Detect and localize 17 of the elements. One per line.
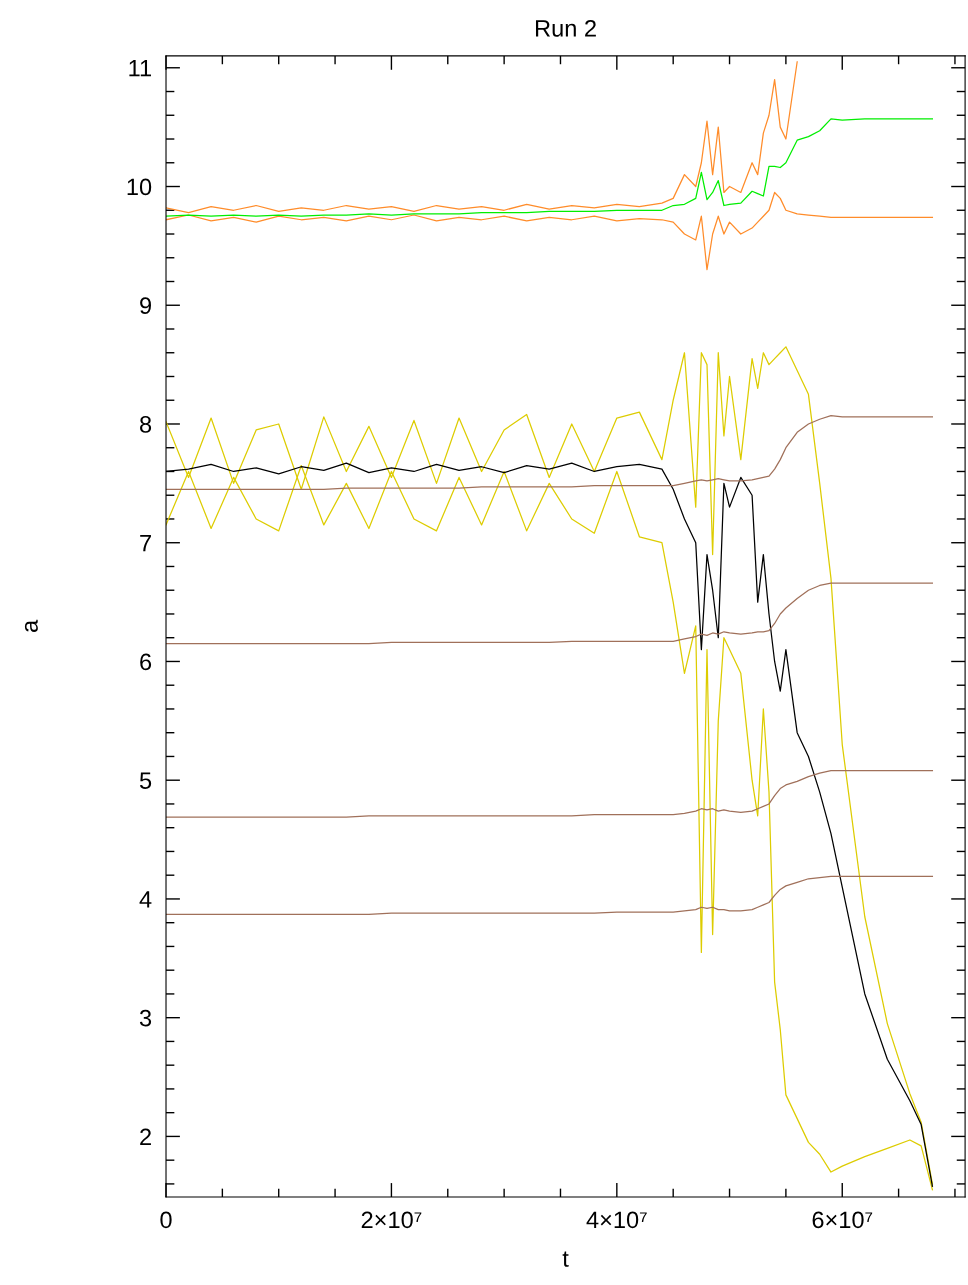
y-tick-label: 5 [139, 772, 152, 789]
y-tick-label: 3 [139, 1009, 152, 1027]
x-tick-label: 6×10⁷ [812, 1211, 873, 1229]
y-tick-label: 7 [140, 535, 151, 552]
chart-title: Run 2 [535, 19, 596, 37]
y-tick-label: 4 [139, 891, 152, 908]
x-tick-label: 2×10⁷ [361, 1211, 422, 1229]
y-axis-title: a [24, 619, 38, 632]
y-tick-label: 10 [127, 178, 152, 196]
y-tick-label: 9 [140, 297, 152, 315]
x-tick-label: 4×10⁷ [586, 1211, 647, 1229]
y-tick-label: 2 [140, 1128, 151, 1145]
y-tick-label: 6 [140, 653, 152, 671]
y-tick-label: 11 [129, 60, 151, 77]
y-tick-label: 8 [140, 416, 152, 433]
x-axis-title: t [562, 1251, 569, 1267]
x-tick-label: 0 [160, 1211, 172, 1229]
